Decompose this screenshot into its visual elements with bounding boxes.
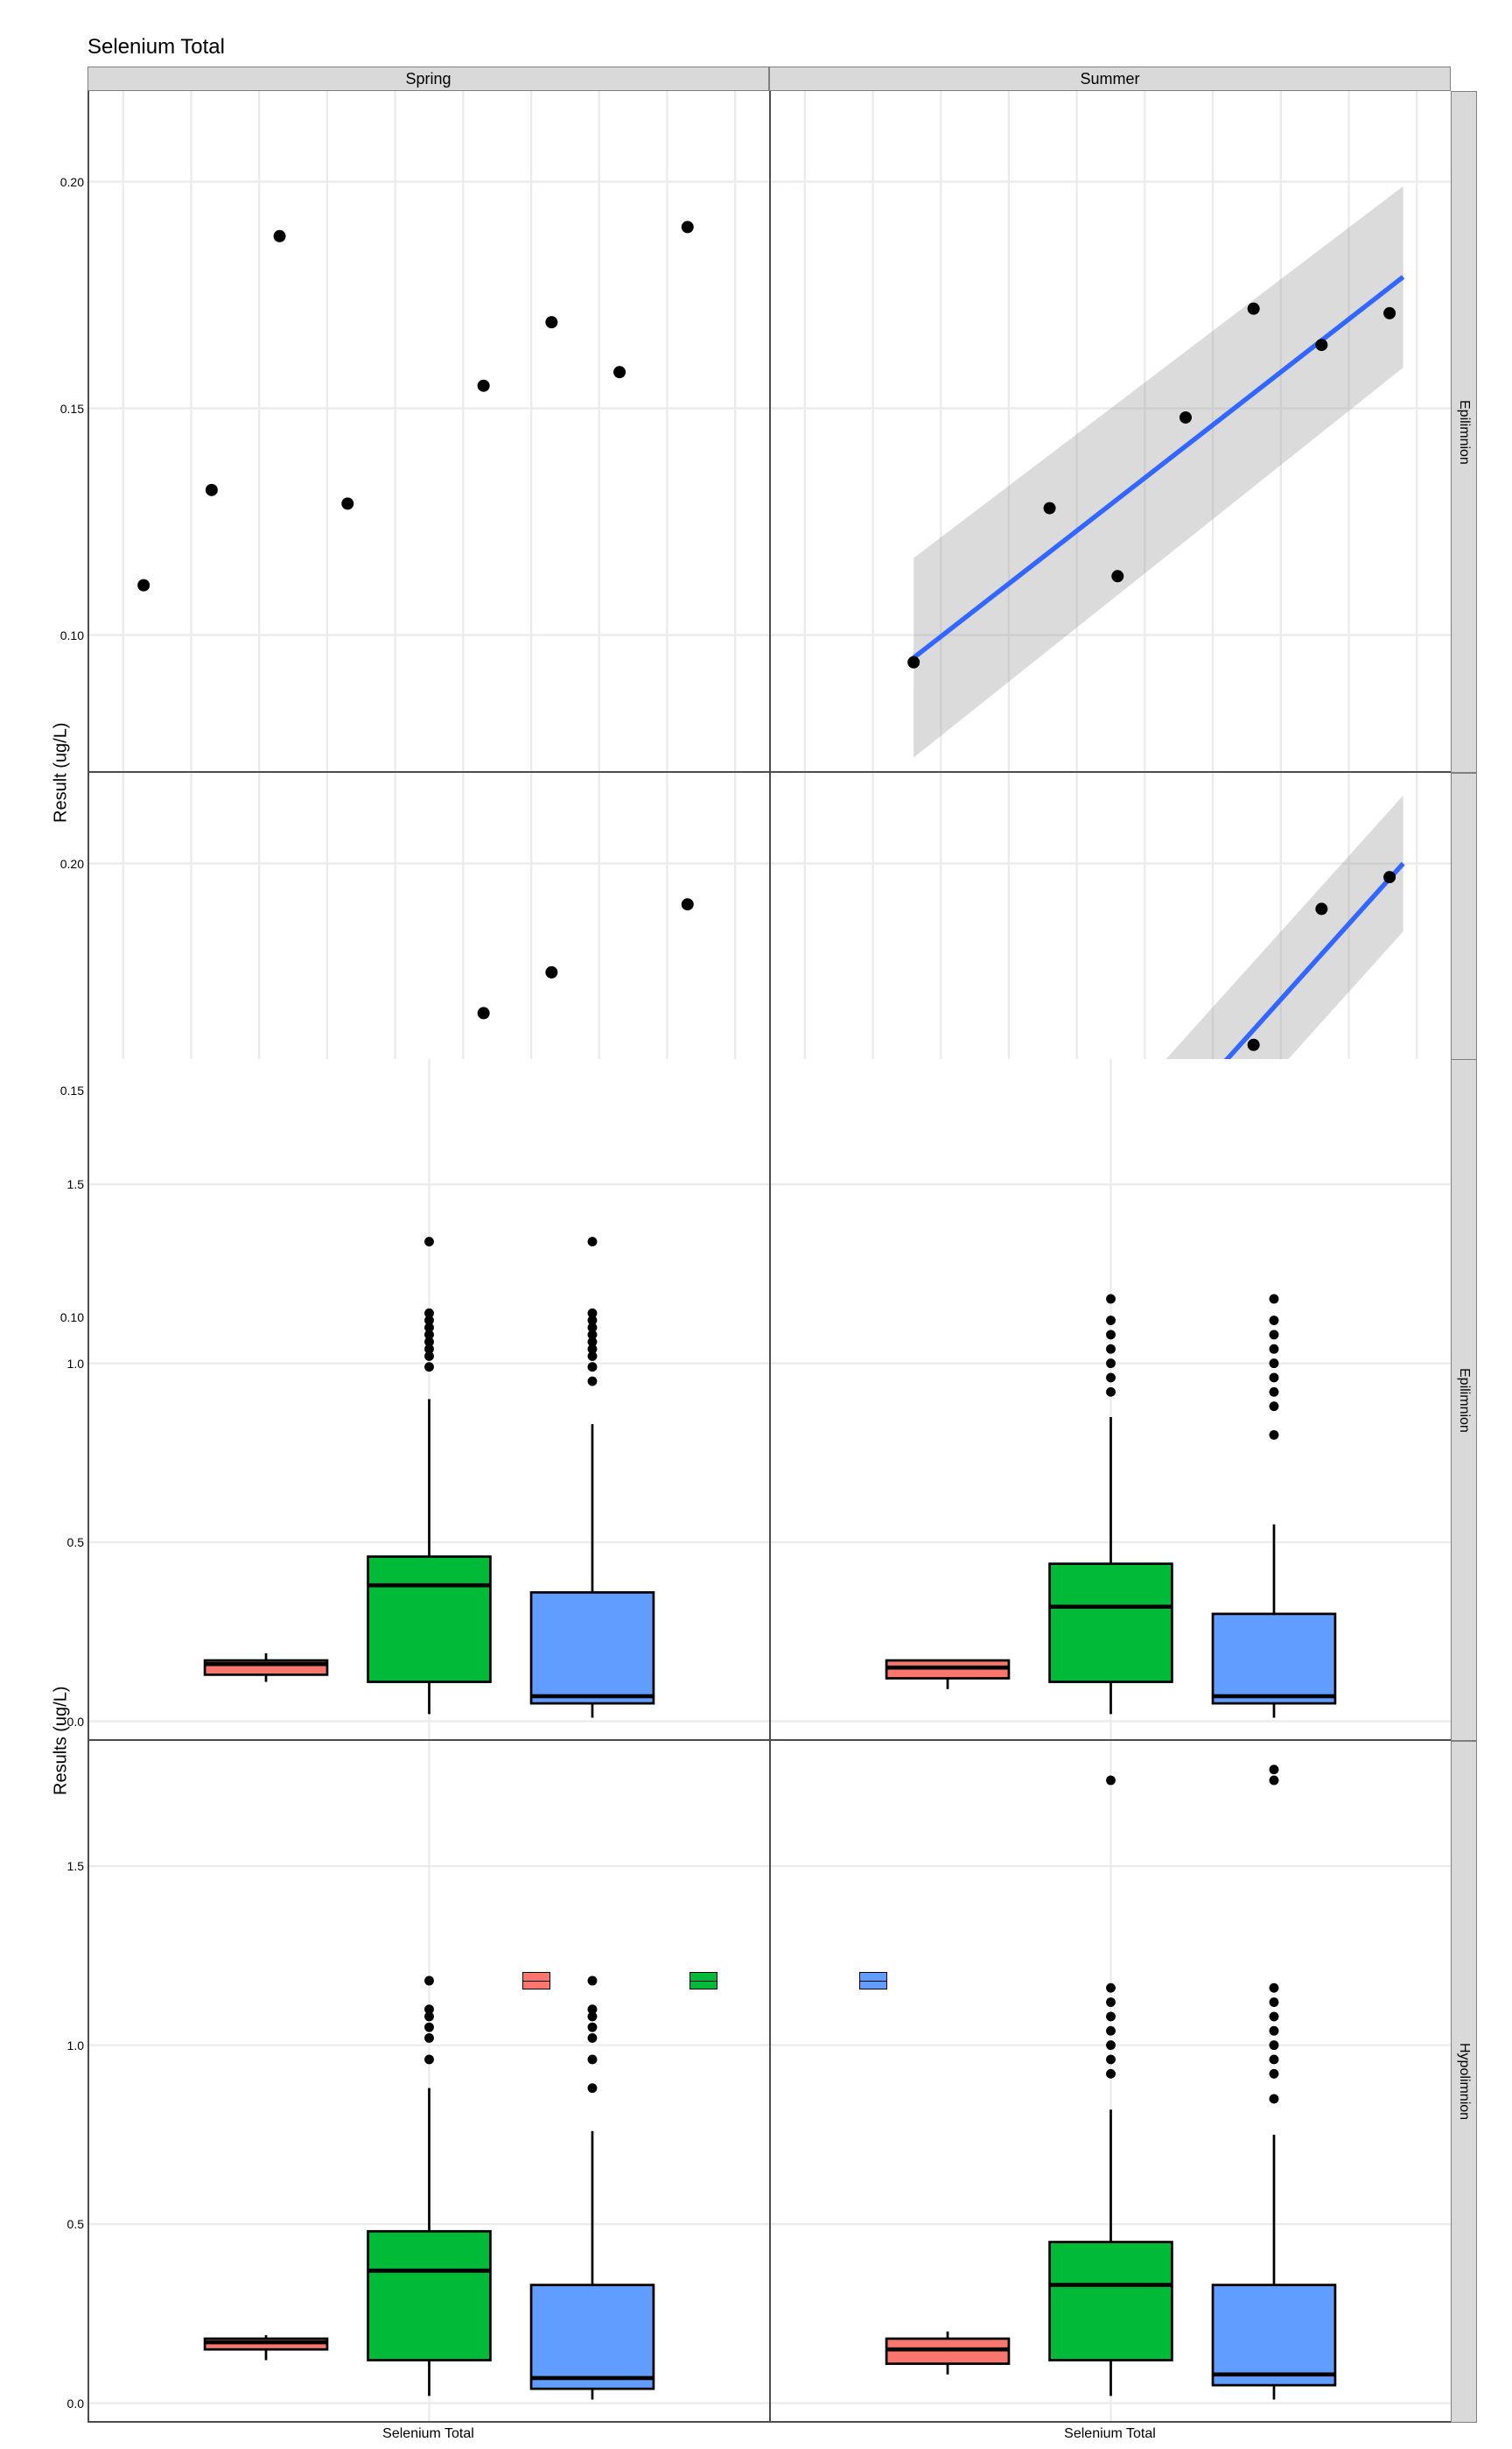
bstrip-epi: Epilimnion <box>1451 1059 1477 1741</box>
boxplot-section: Comparison with Network Data Spring Summ… <box>35 1003 1477 1927</box>
scatter-title: Selenium Total <box>88 35 1477 60</box>
scatter-section: Selenium Total Spring Summer Result (ug/… <box>35 35 1477 959</box>
strip-epi: Epilimnion <box>1451 91 1477 773</box>
strip-spring: Spring <box>88 67 769 91</box>
panel-spring-epi: 0.200.150.10 <box>88 91 769 773</box>
bstrip-hypo: Hypolimnion <box>1451 1741 1477 2423</box>
panel-summer-epi <box>769 91 1451 773</box>
strip-summer: Summer <box>769 67 1451 91</box>
bpanel-spring-epi: 0.00.51.01.5 <box>88 1059 769 1741</box>
bpanel-summer-epi <box>769 1059 1451 1741</box>
bpanel-summer-hypo <box>769 1741 1451 2423</box>
bpanel-spring-hypo: 0.00.51.01.5 <box>88 1741 769 2423</box>
